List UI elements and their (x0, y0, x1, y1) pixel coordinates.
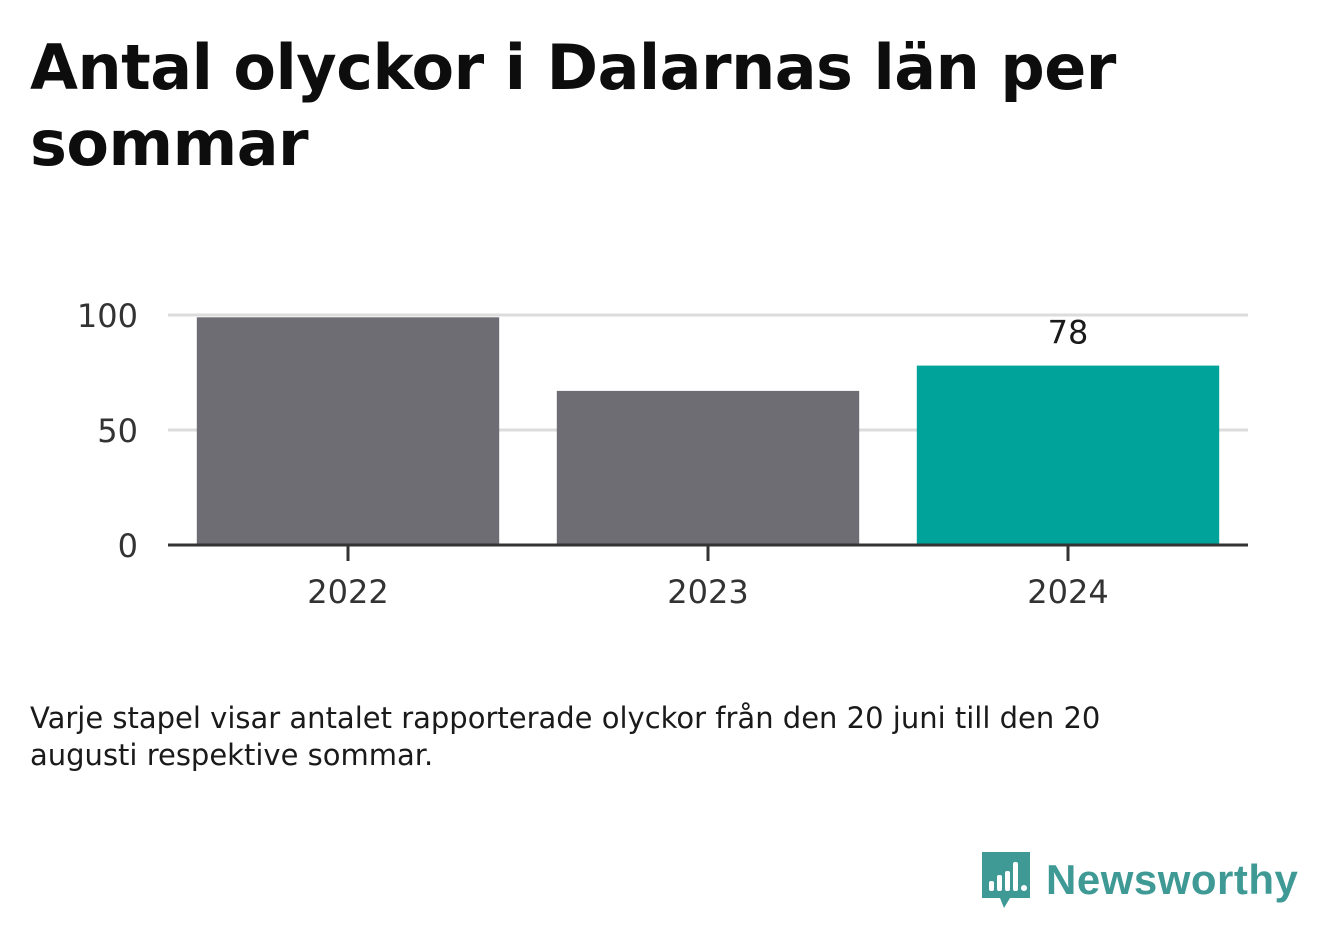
data-labels: 78 (1048, 314, 1089, 352)
bar-2023[interactable] (556, 390, 860, 545)
bar-chart: 0 50 100 2022 2023 2024 78 (77, 297, 1248, 611)
y-tick-label: 50 (97, 412, 138, 450)
bars (196, 317, 1220, 545)
chart-title: Antal olyckor i Dalarnas län per sommar (30, 31, 1116, 180)
chart-note: Varje stapel visar antalet rapporterade … (30, 701, 1101, 772)
y-tick-label: 100 (77, 297, 138, 335)
x-tick-label: 2024 (1027, 573, 1108, 611)
newsworthy-logo-icon (982, 852, 1030, 908)
x-tick-label: 2023 (667, 573, 748, 611)
x-axis-ticks (346, 545, 1070, 561)
x-tick-label: 2022 (307, 573, 388, 611)
newsworthy-brand[interactable]: Newsworthy (980, 848, 1298, 912)
data-label: 78 (1048, 314, 1089, 352)
bar-2024[interactable] (916, 365, 1220, 545)
x-axis-labels: 2022 2023 2024 (307, 573, 1108, 611)
brand-name: Newsworthy (1046, 856, 1299, 903)
y-axis-labels: 0 50 100 (77, 297, 138, 565)
bar-2022[interactable] (196, 317, 500, 545)
y-tick-label: 0 (118, 527, 138, 565)
